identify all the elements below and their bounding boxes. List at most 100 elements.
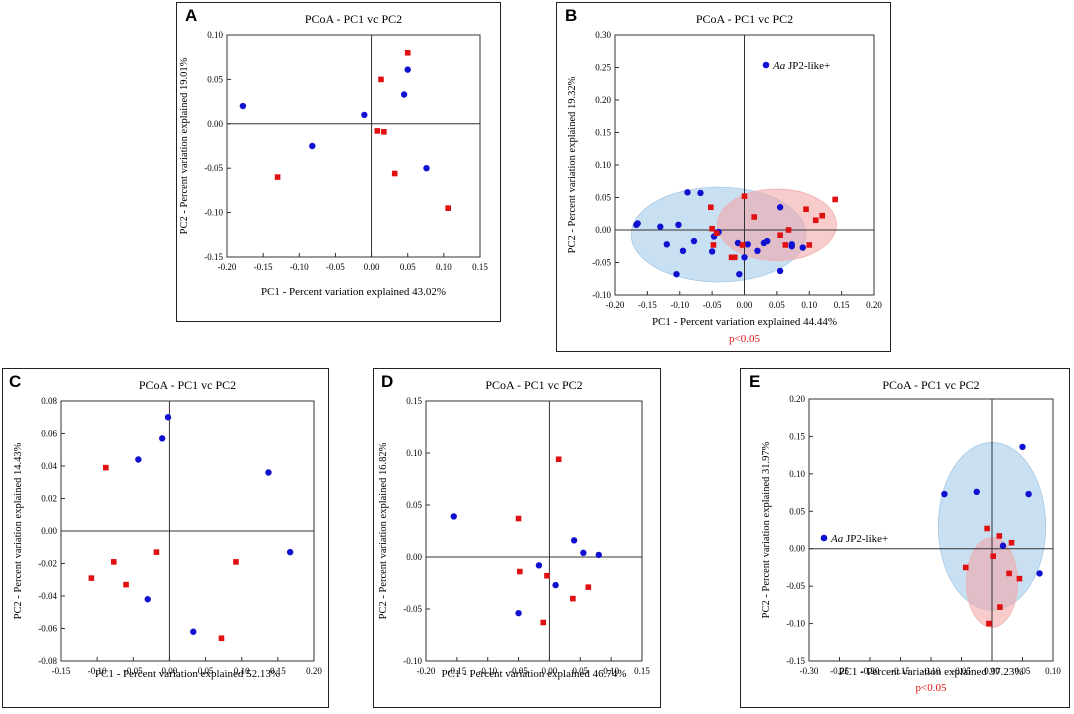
y-tick-label: -0.10 [403, 656, 422, 666]
scatter-point-red [445, 205, 451, 211]
panel-c-label: C [9, 372, 22, 391]
x-tick-label: -0.20 [861, 666, 880, 676]
x-tick-label: -0.05 [124, 666, 143, 676]
chart-title: PCoA - PC1 vc PC2 [882, 378, 979, 392]
scatter-point-blue [404, 66, 411, 73]
scatter-point-blue [788, 241, 795, 248]
scatter-point-red [996, 533, 1003, 539]
y-axis-label: PC2 - Percent variation explained 31.97% [761, 441, 772, 618]
y-tick-label: 0.00 [207, 119, 223, 129]
x-tick-label: -0.25 [830, 666, 849, 676]
y-tick-label: -0.10 [592, 290, 611, 300]
scatter-point-blue [663, 241, 670, 248]
y-tick-label: 0.25 [595, 63, 611, 73]
x-tick-label: 0.10 [436, 262, 452, 272]
scatter-point-blue [535, 562, 543, 569]
y-tick-label: -0.05 [786, 581, 805, 591]
scatter-point-blue [239, 102, 247, 110]
chart-c: PCoA - PC1 vc PC2 -0.15 -0.10 -0.05 0.00 0.05… [13, 378, 322, 680]
y-tick-label: 0.00 [595, 225, 611, 235]
scatter-point-red [819, 212, 825, 219]
y-tick-label: 0.00 [406, 552, 422, 562]
scatter-point-blue [190, 628, 197, 635]
scatter-point-red [515, 515, 522, 522]
y-tick-label: 0.05 [595, 193, 611, 203]
panel-b-label: B [565, 6, 578, 25]
x-tick-label: 0.10 [1045, 666, 1061, 676]
y-tick-label: -0.10 [204, 208, 223, 218]
y-tick-label: 0.15 [406, 396, 422, 406]
x-axis-label: PC1 - Percent variation explained 44.44% [652, 316, 837, 328]
x-tick-label: -0.10 [290, 262, 309, 272]
scatter-point-blue [741, 254, 748, 261]
panel-a-label: A [185, 6, 198, 25]
y-tick-label: -0.15 [786, 656, 805, 666]
scatter-point-red [741, 193, 748, 199]
legend-label: Aa JP2-like+ [772, 60, 830, 72]
scatter-point-red [123, 581, 129, 588]
y-tick-label: -0.15 [204, 252, 223, 262]
scatter-point-red [806, 242, 813, 248]
x-tick-label: -0.15 [447, 666, 466, 676]
y-tick-label: 0.10 [789, 469, 805, 479]
scatter-point-blue [736, 271, 743, 278]
chart-b: PCoA - PC1 vc PC2 -0.20 -0.15 -0.10 -0.05 0.0… [567, 12, 882, 345]
legend-label: Aa JP2-like+ [830, 533, 888, 545]
scatter-point-blue [159, 435, 166, 442]
x-tick-label: -0.30 [800, 666, 819, 676]
legend-marker [820, 534, 828, 542]
scatter-point-red [803, 206, 809, 212]
scatter-point-blue [744, 241, 751, 248]
x-tick-label: -0.15 [638, 300, 657, 310]
scatter-point-red [544, 572, 550, 579]
panel-d-label: D [381, 372, 394, 391]
y-tick-label: 0.00 [789, 544, 805, 554]
scatter-point-blue [580, 549, 587, 557]
y-tick-label: 0.05 [207, 74, 223, 84]
x-tick-label: 0.05 [572, 666, 588, 676]
y-axis-label: PC2 - Percent variation explained 14.43% [13, 442, 24, 619]
x-tick-label: 0.05 [769, 300, 785, 310]
y-tick-label: 0.10 [595, 160, 611, 170]
red-confidence-ellipse [716, 188, 837, 261]
scatter-point-blue [679, 247, 687, 254]
legend-label-text: JP2-like+ [785, 60, 830, 72]
scatter-point-red [984, 525, 990, 532]
y-axis-label: PC2 - Percent variation explained 19.32% [567, 76, 578, 253]
x-tick-label: -0.05 [509, 666, 528, 676]
legend-marker [762, 61, 770, 69]
scatter-point-blue [776, 204, 784, 211]
scatter-point-red [782, 242, 789, 248]
chart-title: PCoA - PC1 vc PC2 [696, 12, 793, 26]
scatter-point-blue [515, 609, 522, 617]
scatter-point-blue [144, 596, 151, 603]
x-tick-label: -0.10 [478, 666, 497, 676]
x-tick-label: 0.05 [400, 262, 416, 272]
x-tick-label: -0.15 [254, 262, 273, 272]
x-tick-label: -0.10 [670, 300, 689, 310]
scatter-point-red [110, 559, 117, 565]
x-tick-label: 0.10 [801, 300, 817, 310]
x-tick-label: 0.05 [198, 666, 214, 676]
y-tick-label: 0.00 [41, 526, 57, 536]
panel-e-label: E [749, 372, 761, 391]
scatter-point-blue [400, 91, 408, 98]
scatter-point-red [218, 635, 225, 642]
scatter-point-red [1016, 575, 1023, 582]
scatter-point-blue [1019, 443, 1026, 451]
scatter-point-red [274, 174, 281, 180]
scatter-point-red [555, 456, 562, 463]
y-tick-label: 0.15 [789, 431, 805, 441]
scatter-point-blue [999, 542, 1007, 549]
scatter-point-blue [552, 581, 559, 589]
x-tick-label: -0.10 [922, 666, 941, 676]
p-value-label: p<0.05 [916, 682, 947, 694]
scatter-point-blue [265, 469, 272, 476]
x-tick-label: -0.20 [218, 262, 237, 272]
scatter-point-blue [570, 537, 578, 544]
y-tick-label: -0.05 [592, 258, 611, 268]
x-axis-label: PC1 - Percent variation explained 43.02% [261, 286, 446, 298]
y-tick-label: 0.06 [41, 429, 57, 439]
scatter-point-blue [309, 142, 316, 150]
scatter-point-red [88, 575, 95, 581]
